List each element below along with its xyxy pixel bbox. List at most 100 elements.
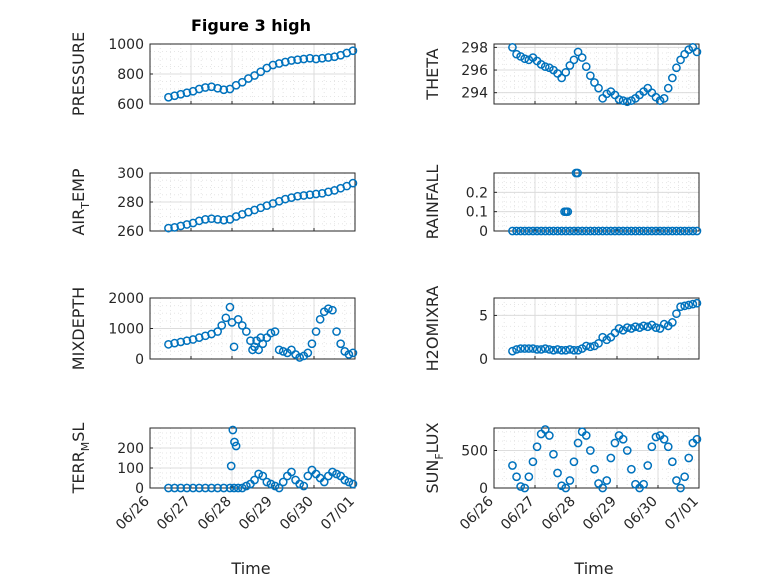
data-point (207, 483, 216, 493)
data-point (532, 442, 542, 452)
y-tick-label: 0.1 (466, 205, 488, 221)
data-point (256, 67, 266, 77)
data-point (248, 345, 257, 355)
data-point (315, 315, 325, 324)
data-point (684, 453, 694, 463)
data-point (182, 336, 192, 346)
data-point (561, 483, 571, 493)
data-point (569, 55, 579, 65)
data-point (549, 345, 558, 355)
subplot-rainfall: 0 0.1 0.2 RAINFALL (423, 165, 702, 240)
data-point (647, 442, 657, 452)
data-point (164, 483, 173, 493)
data-point (598, 483, 608, 493)
x-tick-label: 07/01 (662, 494, 702, 534)
subplot-sun-flux: 0 500 SUNFLUX 06/26 06/27 06/28 06/29 06/30 07/0… (423, 422, 702, 533)
data-point (524, 472, 534, 482)
axes-box (493, 427, 700, 489)
data-point (573, 345, 583, 355)
data-point (651, 432, 661, 442)
data-point (213, 215, 222, 224)
data-point (231, 441, 241, 451)
data-point (217, 321, 227, 330)
data-point (348, 479, 358, 489)
data-point (532, 345, 542, 354)
data-point (182, 220, 192, 229)
data-point (618, 96, 628, 105)
x-axis-label-left: Time (230, 559, 270, 578)
data-point (659, 226, 669, 236)
data-point (569, 457, 579, 467)
data-point (663, 226, 673, 236)
data-point (684, 226, 694, 236)
data-point (233, 315, 243, 324)
data-point (305, 190, 315, 200)
data-point (643, 226, 653, 236)
data-point (242, 327, 251, 336)
x-tick-label: 06/28 (195, 494, 235, 534)
subplot-h2omixra: 0 5 H2OMIXRA (423, 286, 702, 371)
axes-frame (493, 172, 700, 232)
data-point (590, 78, 599, 87)
data-point (565, 476, 575, 485)
data-point (207, 82, 216, 92)
data-point (540, 62, 550, 71)
data-point (194, 84, 204, 94)
data-point (606, 226, 616, 236)
data-point (317, 53, 327, 63)
data-point (225, 483, 235, 493)
data-point (627, 324, 636, 333)
data-point (330, 52, 339, 62)
data-point (590, 226, 599, 236)
x-tick-label: 07/01 (318, 494, 358, 534)
data-point (651, 226, 661, 236)
y-tick-label: 294 (461, 86, 488, 102)
data-point (176, 89, 186, 99)
x-tick-label: 06/27 (498, 494, 538, 534)
data-point (586, 226, 595, 236)
data-point (643, 322, 653, 332)
data-point (188, 483, 198, 493)
axes-box (149, 427, 356, 489)
axes-frame (493, 297, 700, 360)
data-point (508, 461, 517, 470)
y-tick-label: 0 (135, 481, 144, 497)
data-point (176, 483, 186, 493)
data-point (295, 353, 304, 362)
data-point (332, 327, 341, 336)
data-point (528, 226, 538, 236)
data-point (207, 214, 216, 224)
y-tick-label: 5 (479, 308, 488, 324)
data-point (614, 226, 624, 236)
data-point (676, 483, 685, 493)
data-point (692, 434, 702, 444)
data-point (319, 477, 329, 487)
data-point (299, 481, 309, 491)
data-point (528, 457, 538, 467)
data-point (230, 437, 239, 447)
data-point (680, 472, 690, 482)
y-tick-label: 600 (117, 97, 144, 113)
data-point (586, 71, 595, 81)
data-point (692, 298, 702, 308)
data-point (229, 342, 239, 352)
data-point (287, 467, 296, 477)
data-point (536, 345, 546, 354)
data-point (225, 302, 235, 312)
data-point (508, 346, 517, 356)
data-point (516, 482, 526, 491)
data-point (258, 471, 268, 481)
data-point (627, 226, 636, 236)
data-point (672, 309, 681, 319)
data-point (213, 327, 222, 336)
data-point (614, 95, 624, 104)
data-point (512, 345, 521, 354)
data-point (324, 304, 333, 314)
data-point (557, 345, 567, 355)
data-point (540, 425, 550, 434)
data-point (639, 321, 649, 331)
data-point (655, 226, 665, 236)
subplot-pressure: 600 800 1000 PRESSURE (69, 32, 358, 116)
x-axis-label-right: Time (573, 559, 613, 578)
data-point (614, 324, 624, 333)
